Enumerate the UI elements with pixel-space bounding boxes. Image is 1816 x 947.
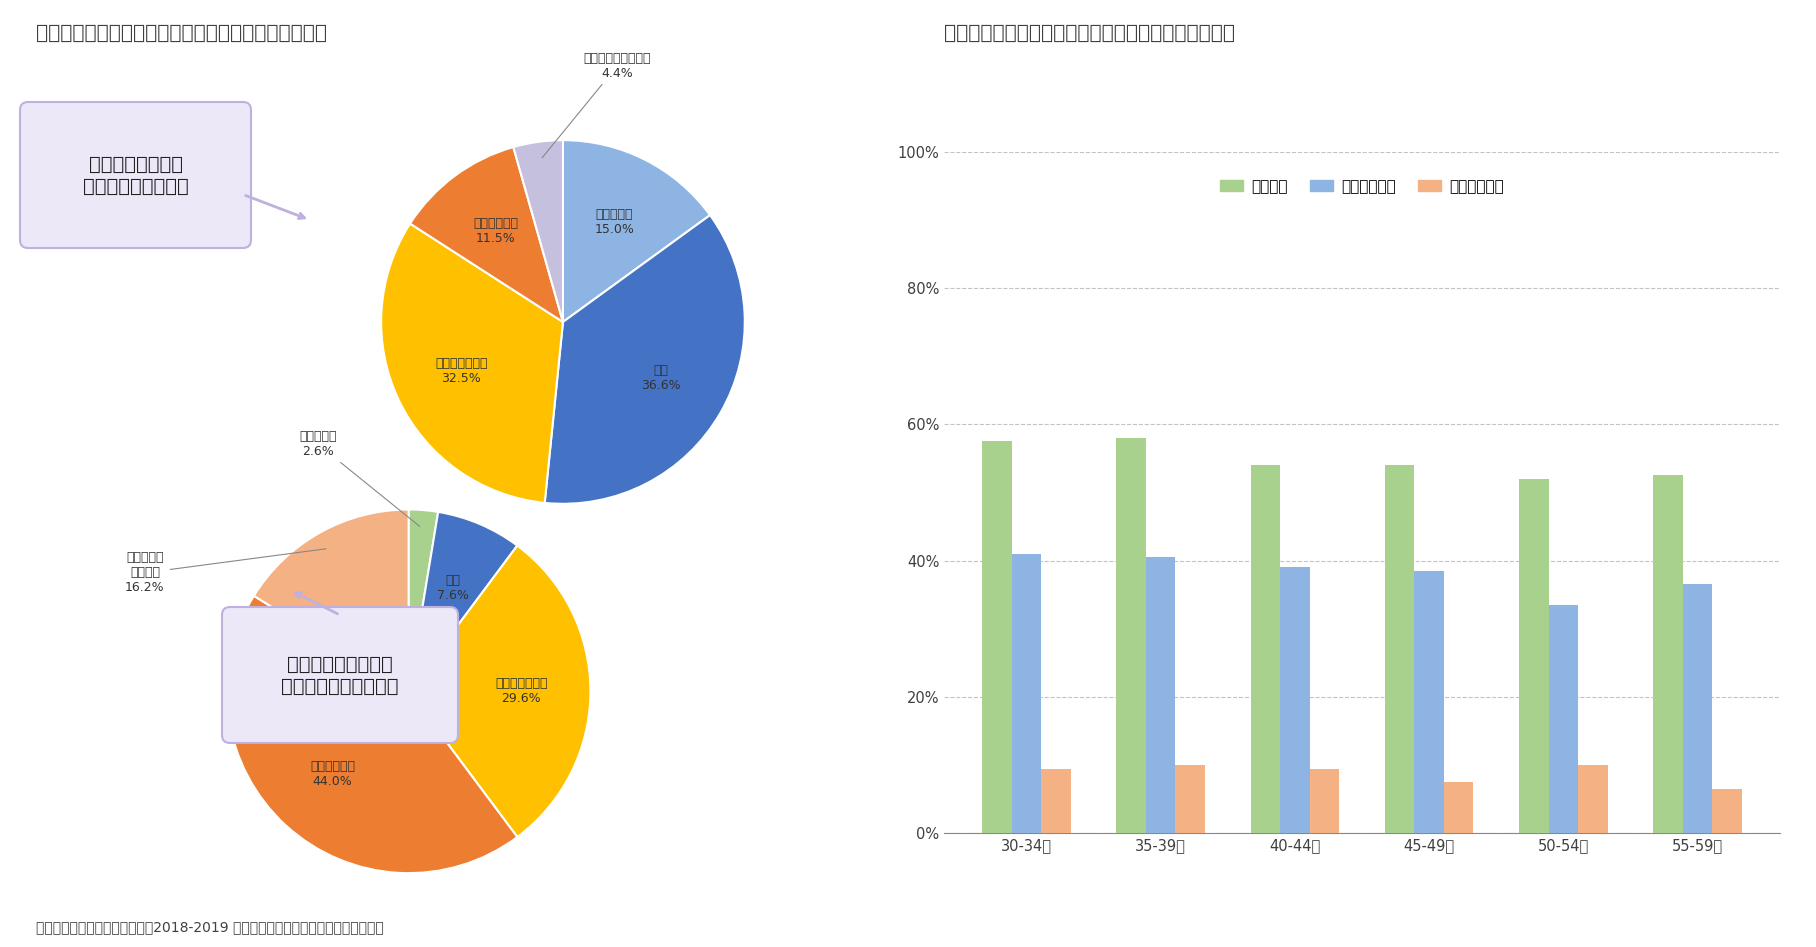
Text: 介護は不確定要素が
多く、備えは難しい？: 介護は不確定要素が 多く、備えは難しい？: [281, 654, 400, 695]
Text: 非常に同意
できない
16.2%: 非常に同意 できない 16.2%: [125, 548, 327, 595]
Wedge shape: [563, 140, 710, 322]
Bar: [1415, 571, 1444, 833]
Bar: [1117, 438, 1146, 833]
Text: 図表４　老後の備えの重要性・実行可能性（青年層）: 図表４ 老後の備えの重要性・実行可能性（青年層）: [36, 24, 327, 43]
Bar: [1386, 465, 1415, 833]
FancyBboxPatch shape: [20, 102, 251, 248]
Text: 同意
36.6%: 同意 36.6%: [641, 365, 681, 392]
Bar: [1683, 584, 1712, 833]
Bar: [1280, 567, 1309, 833]
Bar: [1444, 782, 1473, 833]
Bar: [1175, 765, 1206, 833]
Bar: [1518, 479, 1549, 833]
Text: 図表５　年齢分類別・保険種類別の加入率（青年層）: 図表５ 年齢分類別・保険種類別の加入率（青年層）: [944, 24, 1235, 43]
Wedge shape: [545, 215, 745, 504]
Bar: [1146, 557, 1175, 833]
Text: 非常に同意できない
4.4%: 非常に同意できない 4.4%: [543, 51, 652, 158]
Bar: [982, 441, 1012, 833]
Text: 若い時期から介護
の備えをするべき？: 若い時期から介護 の備えをするべき？: [82, 154, 189, 195]
Text: 非常に同意
2.6%: 非常に同意 2.6%: [300, 430, 419, 527]
Wedge shape: [409, 509, 438, 691]
Wedge shape: [409, 512, 518, 691]
Bar: [1309, 769, 1338, 833]
Wedge shape: [514, 140, 563, 322]
Bar: [1041, 769, 1071, 833]
FancyBboxPatch shape: [222, 607, 458, 743]
Text: 同意できない
44.0%: 同意できない 44.0%: [311, 760, 354, 789]
Text: どちらでもない
29.6%: どちらでもない 29.6%: [496, 677, 548, 706]
Bar: [1653, 475, 1683, 833]
Text: どちらでもない
32.5%: どちらでもない 32.5%: [436, 357, 489, 384]
Bar: [1549, 605, 1578, 833]
Text: 非常に同意
15.0%: 非常に同意 15.0%: [594, 207, 634, 236]
Bar: [1712, 789, 1742, 833]
Text: 同意
7.6%: 同意 7.6%: [438, 574, 469, 601]
Legend: 医療保険, 重大疾病保険, 長期介護保険: 医療保険, 重大疾病保険, 長期介護保険: [1215, 172, 1509, 200]
Wedge shape: [410, 147, 563, 322]
Wedge shape: [227, 596, 518, 873]
Bar: [1012, 554, 1041, 833]
Wedge shape: [409, 545, 590, 837]
Bar: [1251, 465, 1280, 833]
Text: （出所）図表４、図表５とも『2018-2019 中国長期介護調査・研究報告』より作成: （出所）図表４、図表５とも『2018-2019 中国長期介護調査・研究報告』より…: [36, 920, 383, 935]
Wedge shape: [381, 223, 563, 503]
Bar: [1578, 765, 1607, 833]
Text: 同意できない
11.5%: 同意できない 11.5%: [474, 218, 518, 245]
Wedge shape: [254, 509, 409, 691]
